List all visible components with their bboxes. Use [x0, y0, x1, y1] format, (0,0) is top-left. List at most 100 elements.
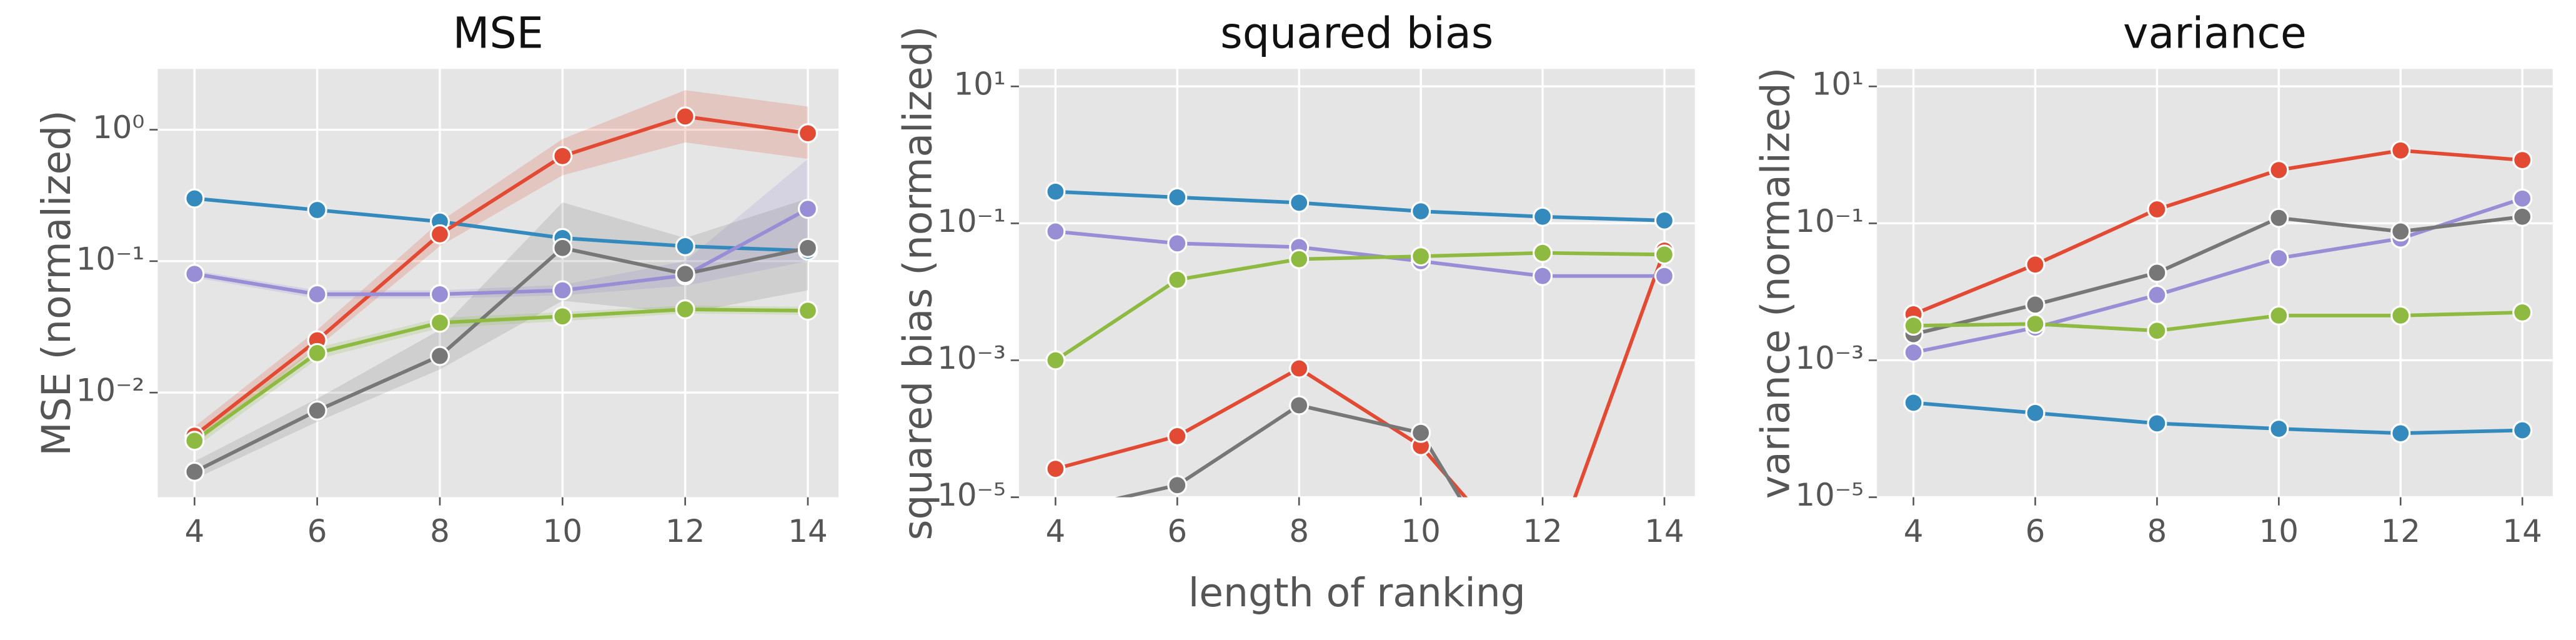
plot-area	[1903, 140, 2533, 444]
data-point	[307, 400, 327, 421]
data-point	[552, 306, 573, 327]
x-tick-label: 4	[1904, 513, 1924, 549]
data-point	[1411, 201, 1431, 222]
data-point	[1654, 266, 1674, 286]
data-point	[1289, 395, 1310, 416]
x-tick-label: 8	[2147, 513, 2167, 549]
x-tick-label: 12	[1523, 513, 1562, 549]
data-point	[1411, 246, 1431, 267]
data-point	[675, 106, 695, 127]
data-point	[2269, 248, 2289, 269]
y-tick-label: 10¹	[1812, 66, 1864, 102]
x-tick-label: 6	[307, 513, 327, 549]
data-point	[1167, 233, 1188, 254]
data-point	[184, 188, 205, 209]
x-tick-label: 10	[1401, 513, 1440, 549]
data-point	[1167, 426, 1188, 446]
data-point	[2147, 284, 2167, 305]
plot-background	[1018, 69, 1695, 498]
data-point	[2025, 402, 2046, 423]
series-line	[194, 196, 808, 253]
x-tick-label: 10	[543, 513, 582, 549]
series-line	[1912, 148, 2523, 316]
data-point	[1903, 342, 1924, 362]
series-line	[1054, 251, 1664, 362]
data-point	[1045, 350, 1066, 371]
data-point	[2147, 321, 2167, 341]
data-point	[797, 301, 818, 321]
series-line	[1055, 189, 1665, 222]
data-point	[1533, 242, 1553, 263]
data-point	[2512, 150, 2533, 171]
data-point	[184, 264, 205, 284]
series-line	[194, 246, 808, 474]
data-point	[184, 431, 205, 451]
chart-title: squared bias	[1220, 9, 1493, 58]
data-point	[307, 284, 327, 304]
x-tick-label: 4	[184, 513, 204, 549]
data-point	[1655, 625, 1673, 640]
x-tick-label: 12	[665, 513, 705, 549]
data-point	[2147, 262, 2167, 283]
data-point	[2025, 294, 2046, 315]
data-point	[307, 199, 327, 221]
data-point	[2390, 221, 2411, 242]
data-point	[552, 146, 573, 166]
data-point	[2147, 413, 2167, 434]
plot-area	[1045, 181, 1674, 640]
data-point	[1167, 187, 1188, 208]
x-axis-label: length of ranking	[1188, 570, 1526, 616]
series-line	[193, 308, 808, 442]
series-line	[1913, 401, 2523, 436]
series-line	[194, 207, 809, 296]
data-point	[2512, 206, 2533, 227]
y-axis-label: MSE (normalized)	[34, 110, 79, 456]
y-tick-label: 10⁰	[92, 109, 144, 146]
data-point	[552, 280, 573, 301]
data-point	[797, 238, 818, 258]
x-tick-label: 8	[1289, 513, 1309, 549]
data-point	[1534, 578, 1552, 596]
chart-title: MSE	[453, 9, 544, 58]
x-tick-label: 8	[430, 513, 450, 549]
y-axis-label: squared bias (normalized)	[895, 26, 940, 541]
data-point	[675, 236, 695, 256]
data-point	[1903, 392, 1924, 413]
confidence-band	[194, 305, 808, 448]
data-point	[2512, 188, 2533, 209]
y-tick-label: 10⁻³	[1795, 340, 1864, 376]
y-tick-label: 10⁻⁵	[937, 477, 1006, 513]
data-point	[1289, 192, 1310, 213]
data-point	[429, 284, 450, 304]
data-point	[2269, 160, 2289, 181]
data-point	[1903, 316, 1924, 336]
data-point	[1533, 266, 1553, 286]
data-point	[2147, 199, 2167, 220]
data-point	[2390, 305, 2411, 326]
data-point	[2025, 254, 2046, 275]
data-point	[429, 312, 450, 333]
data-point	[1167, 475, 1188, 496]
data-point	[797, 199, 818, 219]
plot-background	[157, 69, 839, 498]
series-line	[1912, 214, 2523, 336]
data-point	[1534, 625, 1552, 640]
data-point	[1045, 459, 1066, 479]
x-tick-label: 14	[1644, 513, 1684, 549]
plot-area	[184, 90, 818, 482]
data-point	[429, 224, 450, 244]
data-point	[2390, 140, 2411, 161]
series-line	[193, 114, 808, 438]
series-line	[1055, 249, 1666, 498]
data-point	[1045, 221, 1066, 242]
data-point	[429, 346, 450, 366]
x-tick-label: 6	[2026, 513, 2046, 549]
data-point	[552, 238, 573, 258]
data-point	[675, 299, 695, 319]
data-point	[2390, 423, 2411, 444]
series-line	[1913, 196, 2524, 354]
data-point	[1167, 269, 1188, 290]
data-point	[797, 123, 818, 144]
data-point	[2025, 314, 2046, 334]
y-tick-label: 10⁻³	[937, 340, 1006, 376]
